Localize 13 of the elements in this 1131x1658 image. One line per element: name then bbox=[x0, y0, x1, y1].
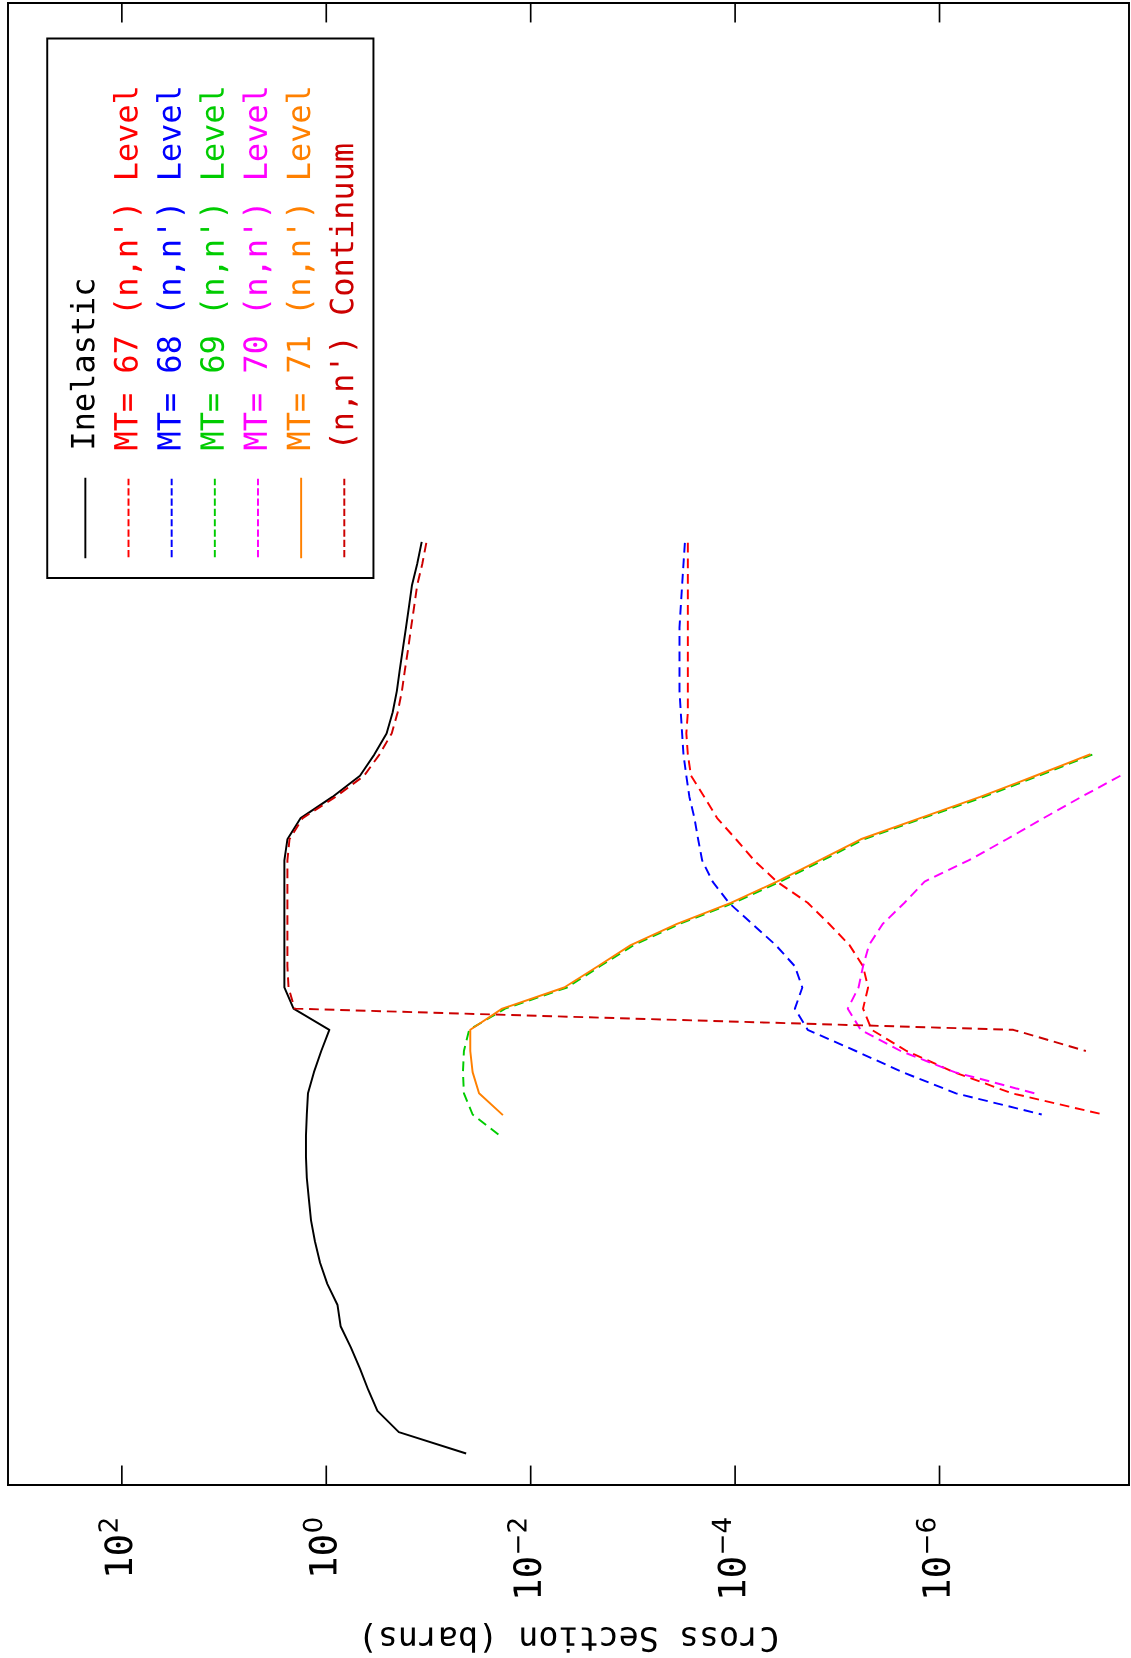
text: MT= 69 (n,n') Level bbox=[199, 88, 229, 450]
x-tick-label: 10$^{−6}$ bbox=[915, 1518, 951, 1597]
x-tick-label: 10$^{2}$ bbox=[98, 1519, 133, 1575]
text: MT= 68 (n,n') Level bbox=[156, 88, 186, 450]
text: MT= 67 (n,n') Level bbox=[112, 88, 142, 450]
x-tick-label: 10$^{−4}$ bbox=[711, 1518, 746, 1597]
text: MT= 71 (n,n') Level bbox=[285, 88, 315, 450]
x-tick-label: 10$^{0}$ bbox=[302, 1518, 337, 1575]
x-axis-title: Cross Section (barns) bbox=[364, 1623, 777, 1653]
text: Inelastic bbox=[69, 280, 95, 448]
x-tick-label: 10$^{−2}$ bbox=[507, 1519, 542, 1597]
text: MT= 70 (n,n') Level bbox=[242, 88, 272, 450]
text: (n,n') Continuum bbox=[328, 144, 358, 444]
